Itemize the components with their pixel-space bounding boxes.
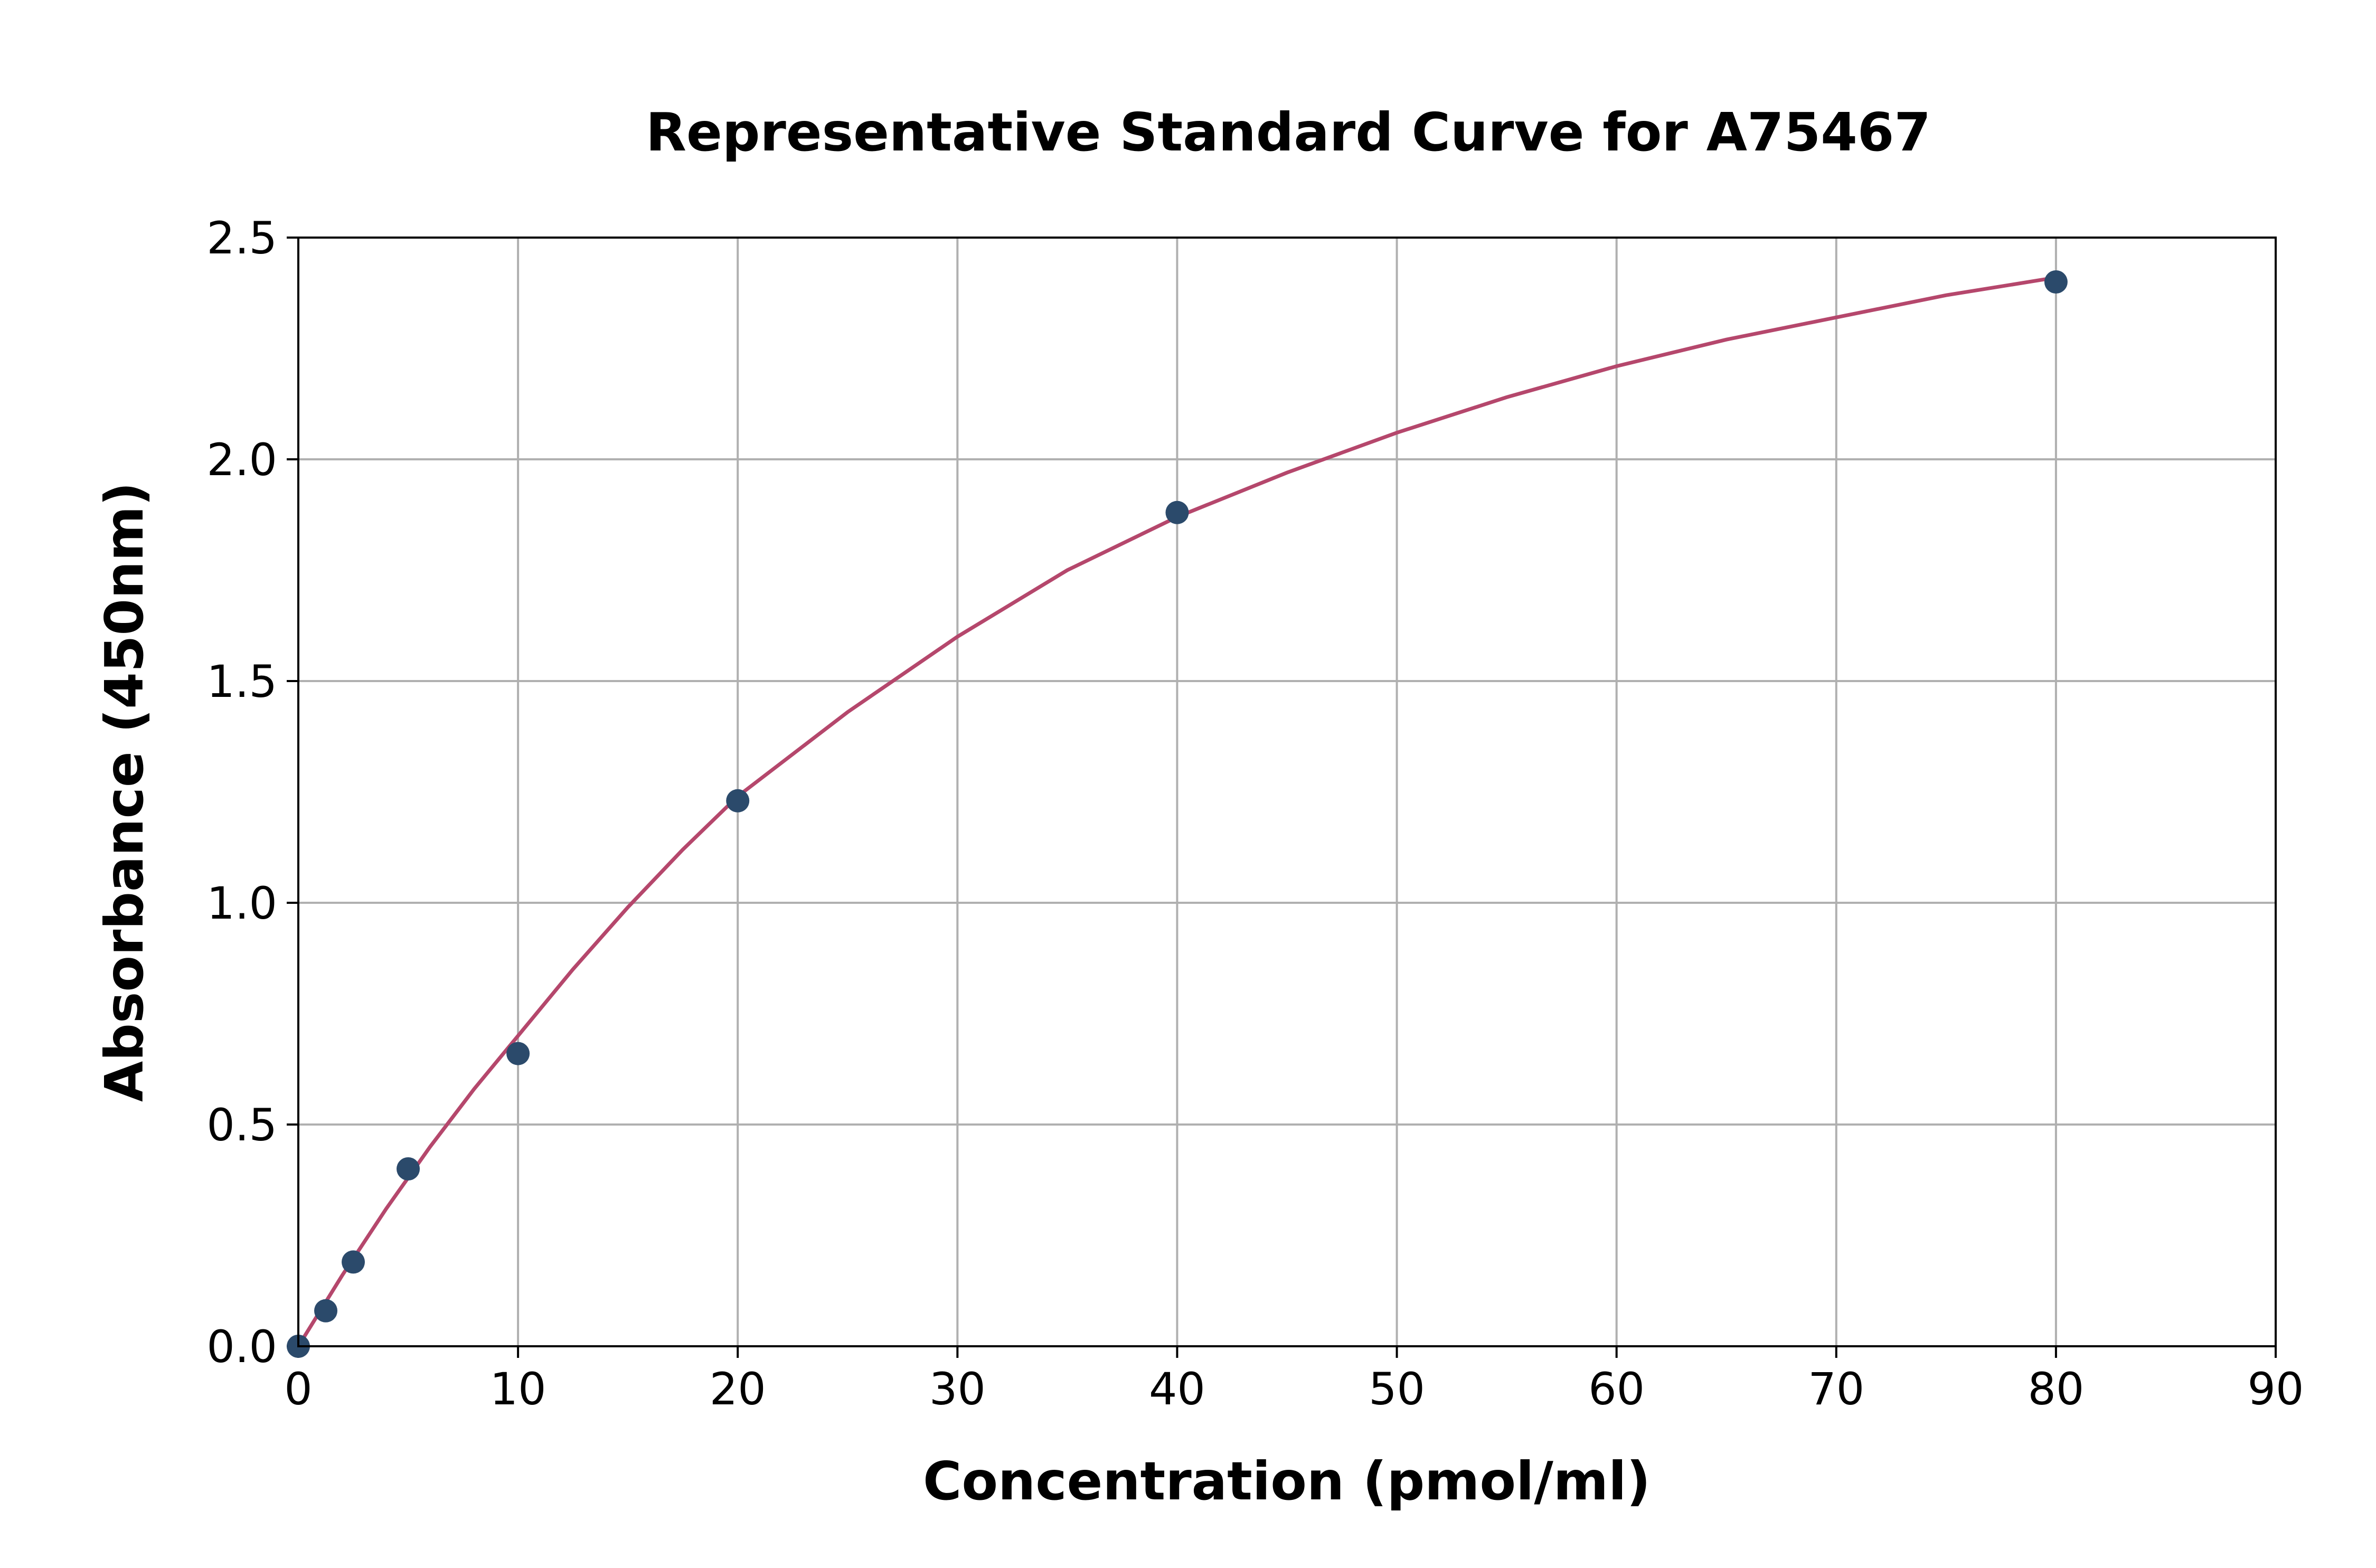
y-axis-label: Absorbance (450nm) <box>93 482 155 1102</box>
data-point <box>2044 270 2068 294</box>
x-tick-label: 60 <box>1588 1363 1645 1415</box>
fitted-curve-line <box>297 276 2057 1347</box>
axis-ticks: 0 10 20 30 40 50 60 70 80 90 0.0 0.5 1.0 1.5 2.0 2.5 <box>206 212 2304 1415</box>
data-point <box>342 1250 365 1274</box>
fitted-curve <box>297 276 2057 1347</box>
data-points <box>287 270 2068 1358</box>
x-tick-label: 30 <box>929 1363 986 1415</box>
x-tick-label: 0 <box>284 1363 312 1415</box>
data-point <box>506 1042 530 1065</box>
x-tick-label: 20 <box>710 1363 766 1415</box>
x-tick-label: 40 <box>1149 1363 1205 1415</box>
x-tick-label: 70 <box>1808 1363 1864 1415</box>
y-tick-label: 1.0 <box>206 877 277 929</box>
x-axis-label: Concentration (pmol/ml) <box>923 1450 1651 1512</box>
grid-lines <box>297 237 2277 1347</box>
data-point <box>314 1299 338 1323</box>
y-tick-label: 2.5 <box>206 212 277 264</box>
data-point <box>397 1157 420 1180</box>
plot-frame <box>297 237 2277 1347</box>
y-tick-label: 1.5 <box>206 656 277 707</box>
x-tick-label: 50 <box>1369 1363 1425 1415</box>
x-tick-label: 80 <box>2028 1363 2084 1415</box>
y-tick-label: 2.0 <box>206 434 277 486</box>
x-tick-label: 90 <box>2248 1363 2304 1415</box>
data-point <box>726 789 750 813</box>
data-point <box>1165 500 1189 524</box>
x-tick-label: 10 <box>490 1363 546 1415</box>
chart-title: Representative Standard Curve for A75467 <box>646 101 1931 163</box>
y-tick-label: 0.0 <box>206 1321 277 1373</box>
y-tick-label: 0.5 <box>206 1099 277 1151</box>
